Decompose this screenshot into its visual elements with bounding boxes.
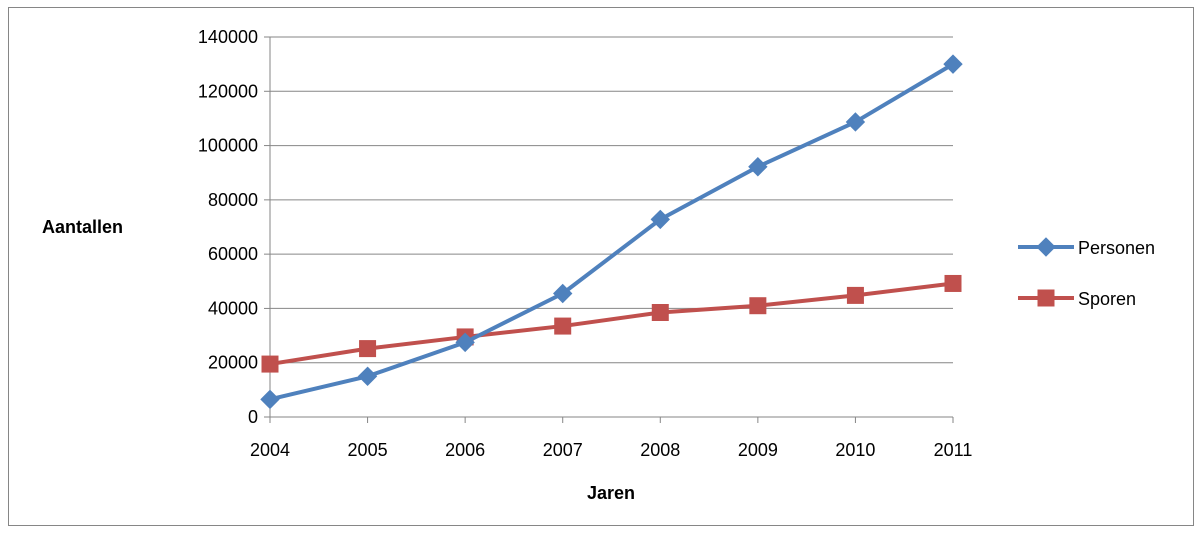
y-axis-title: Aantallen: [42, 217, 123, 237]
series-personen: [260, 54, 963, 410]
x-tick-label: 2009: [738, 440, 778, 460]
x-tick-label: 2007: [543, 440, 583, 460]
x-tick-labels: 2004 2005 2006 2007 2008 2009 2010 2011: [250, 440, 972, 460]
data-point-sporen: [554, 317, 572, 335]
y-tick-label: 60000: [208, 244, 258, 264]
y-tick-label: 120000: [198, 81, 258, 101]
legend-marker-sporen: [1037, 289, 1055, 307]
data-point-personen: [845, 112, 866, 132]
x-tick-label: 2010: [835, 440, 875, 460]
x-tick-label: 2011: [934, 440, 973, 460]
x-tick-label: 2005: [348, 440, 388, 460]
y-tick-label: 100000: [198, 136, 258, 156]
data-point-sporen: [944, 274, 962, 292]
y-tick-label: 140000: [198, 27, 258, 47]
data-point-personen: [260, 389, 280, 410]
data-point-sporen: [261, 355, 279, 373]
y-tick-labels: 0 20000 40000 60000 80000 100000 120000 140000: [198, 27, 258, 427]
y-tick-label: 40000: [208, 298, 258, 318]
legend-marker-personen: [1036, 237, 1056, 257]
data-point-sporen: [359, 340, 377, 358]
data-point-sporen: [846, 286, 864, 304]
series-line-sporen: [269, 281, 954, 367]
x-tick-label: 2008: [640, 440, 680, 460]
data-point-sporen: [651, 304, 669, 321]
x-tick-label: 2004: [250, 440, 290, 460]
series-line-personen: [269, 62, 955, 402]
data-point-personen: [357, 366, 378, 386]
y-tick-label: 0: [248, 407, 258, 427]
series-layer: [260, 54, 963, 410]
series-sporen: [261, 274, 962, 373]
axes: [264, 36, 954, 423]
legend-item-sporen: Sporen: [1018, 289, 1136, 309]
data-point-sporen: [749, 297, 767, 315]
data-point-personen: [553, 283, 573, 304]
y-tick-label: 20000: [208, 353, 258, 373]
legend-label-personen: Personen: [1078, 238, 1155, 258]
y-tick-label: 80000: [208, 190, 258, 210]
data-point-personen: [455, 332, 475, 353]
data-point-personen: [748, 157, 768, 177]
data-point-personen: [943, 54, 963, 74]
data-point-personen: [650, 209, 670, 230]
x-axis-title: Jaren: [587, 483, 635, 503]
x-tick-label: 2006: [445, 440, 485, 460]
gridlines: [270, 36, 953, 364]
legend-label-sporen: Sporen: [1078, 289, 1136, 309]
legend: Personen Sporen: [1018, 237, 1155, 309]
legend-item-personen: Personen: [1018, 237, 1155, 258]
